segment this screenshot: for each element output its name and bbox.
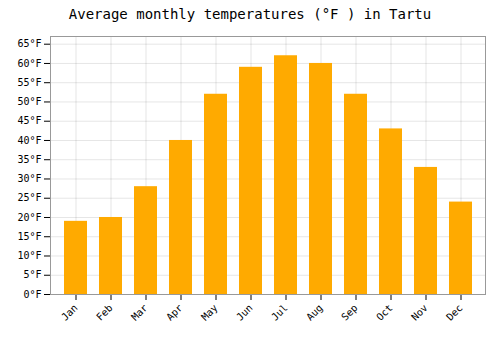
svg-text:Jul: Jul [269, 302, 290, 323]
svg-text:Aug: Aug [304, 302, 325, 323]
svg-text:15°F: 15°F [17, 231, 41, 242]
svg-text:10°F: 10°F [17, 250, 41, 261]
svg-text:30°F: 30°F [17, 173, 41, 184]
svg-text:Sep: Sep [339, 302, 360, 323]
svg-text:Jun: Jun [234, 302, 255, 323]
svg-text:50°F: 50°F [17, 96, 41, 107]
svg-text:Oct: Oct [374, 302, 395, 323]
svg-text:5°F: 5°F [23, 269, 41, 280]
svg-text:25°F: 25°F [17, 192, 41, 203]
svg-text:60°F: 60°F [17, 58, 41, 69]
svg-text:Feb: Feb [94, 302, 115, 323]
svg-text:55°F: 55°F [17, 77, 41, 88]
svg-text:65°F: 65°F [17, 38, 41, 49]
svg-text:20°F: 20°F [17, 212, 41, 223]
svg-text:35°F: 35°F [17, 154, 41, 165]
svg-text:Nov: Nov [409, 302, 430, 323]
html-text:Average monthly temperatures (: Average monthly temperatures (°F ) in Ta… [68, 6, 432, 22]
svg-text:Dec: Dec [444, 302, 465, 323]
svg-text:40°F: 40°F [17, 135, 41, 146]
svg-text:May: May [199, 302, 220, 323]
svg-text:Mar: Mar [129, 302, 150, 323]
svg-text:Jan: Jan [59, 302, 80, 323]
svg-text:Apr: Apr [164, 302, 185, 323]
svg-text:45°F: 45°F [17, 115, 41, 126]
svg-text:0°F: 0°F [23, 289, 41, 300]
